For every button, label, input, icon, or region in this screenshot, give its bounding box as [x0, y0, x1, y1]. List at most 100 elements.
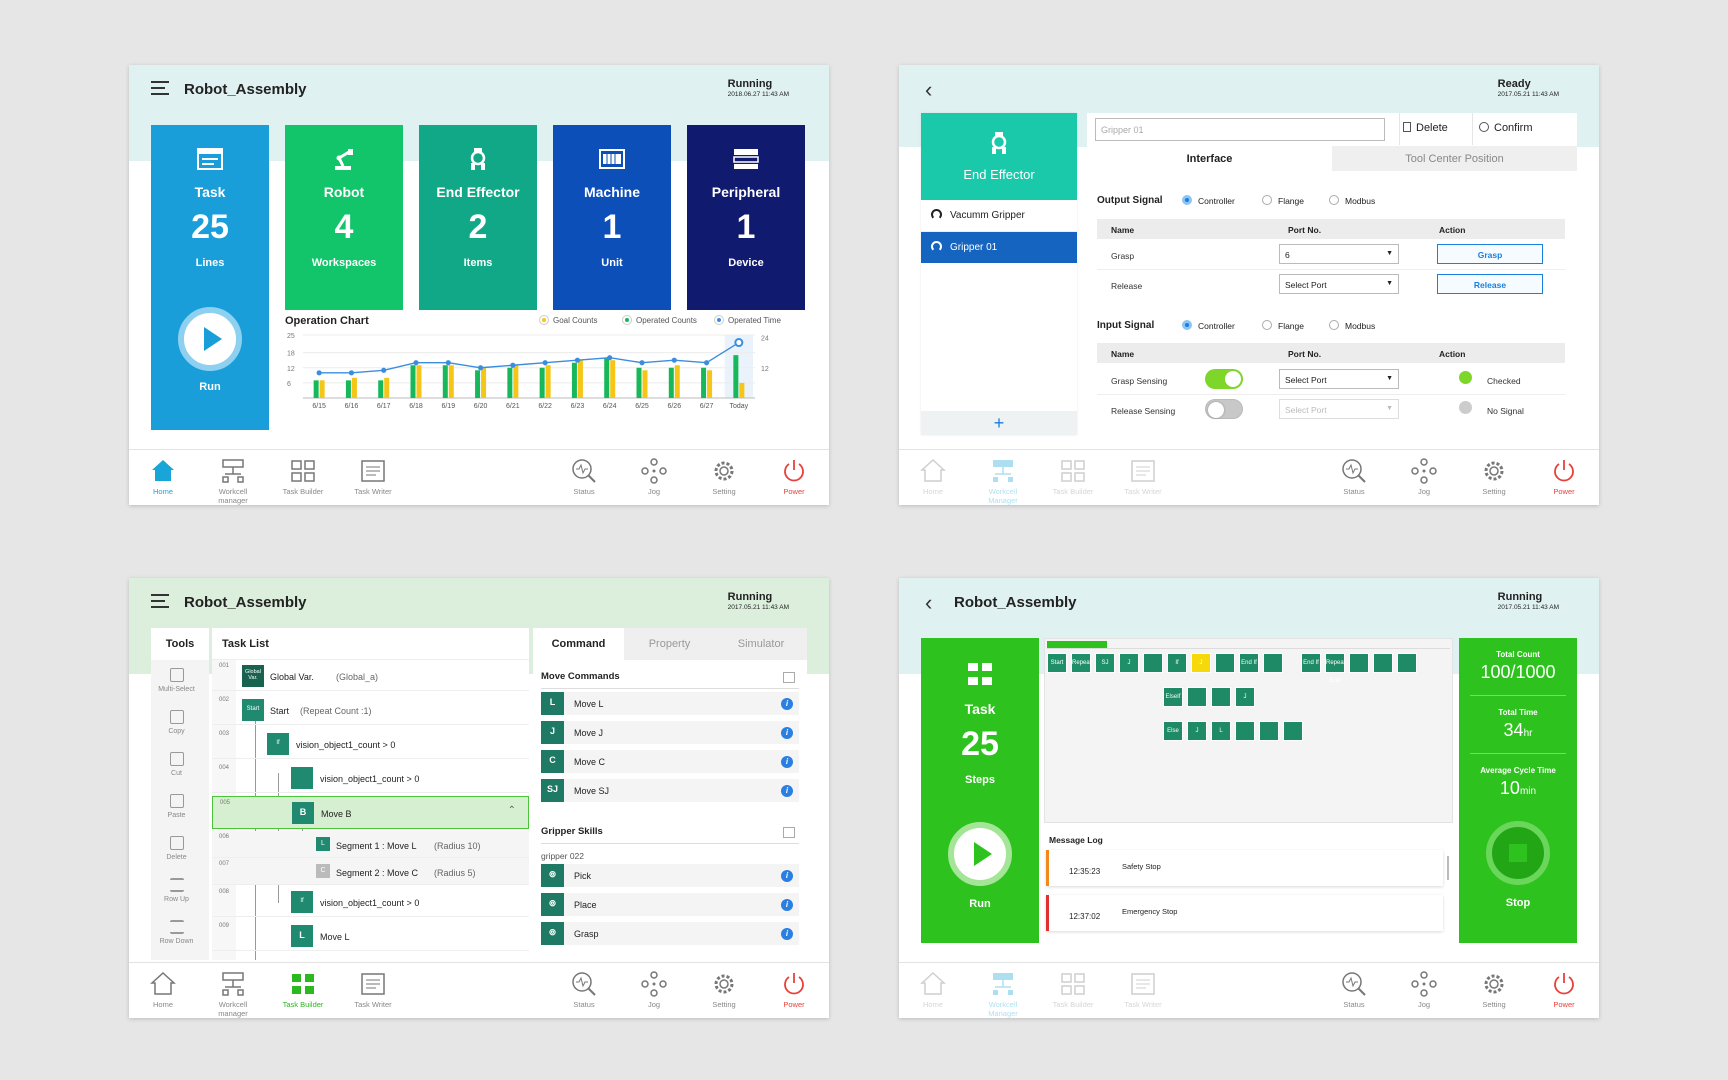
log-entry[interactable]: 12:37:02 Emergency Stop [1046, 895, 1443, 931]
info-icon[interactable]: i [781, 899, 793, 911]
menu-icon[interactable] [151, 594, 169, 610]
tab-command[interactable]: Command [533, 628, 624, 660]
output-radio-controller[interactable]: Controller [1182, 195, 1235, 206]
nav-power[interactable]: Power [764, 458, 824, 496]
nav-task-writer[interactable]: Task Writer [343, 971, 403, 1009]
peripheral-card[interactable]: Peripheral 1 Device [687, 125, 805, 310]
place-skill[interactable]: ⊚ Place i [541, 893, 799, 916]
port-select[interactable]: Select Port [1279, 274, 1399, 294]
tab-simulator[interactable]: Simulator [715, 628, 807, 660]
scrollbar[interactable] [1447, 856, 1449, 880]
tool-row-up[interactable]: Row Up [154, 878, 199, 903]
task-row[interactable]: 008 If vision_object1_count > 0 [212, 886, 529, 917]
delete-button[interactable]: Delete [1403, 122, 1448, 134]
flow-block-sj[interactable]: SJ [1095, 653, 1115, 673]
flow-block-icon[interactable] [1215, 653, 1235, 673]
tab-property[interactable]: Property [624, 628, 715, 660]
nav-task-builder[interactable]: Task Builder [273, 971, 333, 1009]
stop-button[interactable] [1486, 821, 1550, 885]
nav-workcell[interactable]: Workcell manager [203, 458, 263, 505]
task-row[interactable]: 001 Global Var. Global Var. (Global_a) [212, 660, 529, 691]
flow-block-if[interactable]: If [1167, 653, 1187, 673]
task-row[interactable]: 007 C Segment 2 : Move C (Radius 5) [212, 858, 529, 885]
flow-block-elseif[interactable]: ElseIf [1163, 687, 1183, 707]
nav-status[interactable]: Status [1324, 971, 1384, 1009]
flow-block-end-if[interactable]: End If [1301, 653, 1321, 673]
task-row[interactable]: 009 L Move L [212, 920, 529, 951]
flow-block-j[interactable]: J [1187, 721, 1207, 741]
nav-power[interactable]: Power [1534, 458, 1594, 496]
tab-tool-center-position[interactable]: Tool Center Position [1332, 146, 1577, 171]
flow-block-icon[interactable] [1187, 687, 1207, 707]
tool-copy[interactable]: Copy [154, 710, 199, 735]
nav-task-writer[interactable]: Task Writer [343, 458, 403, 496]
input-radio-flange[interactable]: Flange [1262, 320, 1304, 331]
move-sj-command[interactable]: SJ Move SJ i [541, 779, 799, 802]
nav-workcell[interactable]: Workcell manager [203, 971, 263, 1018]
flow-block-j[interactable]: J [1119, 653, 1139, 673]
grid-view-icon[interactable] [783, 827, 795, 838]
release-action-button[interactable]: Release [1437, 274, 1543, 294]
flow-block-icon[interactable] [1349, 653, 1369, 673]
input-radio-modbus[interactable]: Modbus [1329, 320, 1375, 331]
tab-interface[interactable]: Interface [1087, 146, 1332, 171]
task-row[interactable]: 006 L Segment 1 : Move L (Radius 10) [212, 831, 529, 858]
nav-jog[interactable]: Jog [1394, 971, 1454, 1009]
name-input[interactable]: Gripper 01 [1095, 118, 1385, 141]
tool-multi-select[interactable]: Multi-Select [154, 668, 199, 693]
list-item-selected[interactable]: Gripper 01 [921, 232, 1077, 263]
nav-home[interactable]: Home [133, 971, 193, 1009]
flow-block-icon[interactable] [1373, 653, 1393, 673]
flow-block-icon[interactable] [1397, 653, 1417, 673]
flow-block-repeat[interactable]: Repeat [1071, 653, 1091, 673]
flow-block-j[interactable]: J [1191, 653, 1211, 673]
back-icon[interactable]: ‹ [925, 590, 933, 615]
move-c-command[interactable]: C Move C i [541, 750, 799, 773]
nav-setting[interactable]: Setting [1464, 971, 1524, 1009]
flow-block-repeat-end[interactable]: Repeat End [1325, 653, 1345, 684]
run-button[interactable] [178, 307, 242, 371]
grasp-sensing-toggle[interactable] [1205, 369, 1243, 389]
output-radio-modbus[interactable]: Modbus [1329, 195, 1375, 206]
confirm-button[interactable]: Confirm [1479, 122, 1533, 134]
flow-block-icon[interactable] [1283, 721, 1303, 741]
nav-setting[interactable]: Setting [1464, 458, 1524, 496]
flow-block-l[interactable]: L [1211, 721, 1231, 741]
nav-status[interactable]: Status [554, 971, 614, 1009]
port-select[interactable]: 6 [1279, 244, 1399, 264]
flow-block-start[interactable]: Start [1047, 653, 1067, 673]
end-effector-card[interactable]: End Effector 2 Items [419, 125, 537, 310]
release-sensing-toggle[interactable] [1205, 399, 1243, 419]
machine-card[interactable]: Machine 1 Unit [553, 125, 671, 310]
log-entry[interactable]: 12:35:23 Safety Stop [1046, 850, 1443, 886]
pick-skill[interactable]: ⊚ Pick i [541, 864, 799, 887]
nav-jog[interactable]: Jog [624, 458, 684, 496]
add-button[interactable]: + [921, 411, 1077, 435]
task-row[interactable]: 004 vision_object1_count > 0 [212, 762, 529, 793]
task-row[interactable]: 002 Start Start (Repeat Count :1) [212, 694, 529, 725]
grasp-skill[interactable]: ⊚ Grasp i [541, 922, 799, 945]
chevron-up-icon[interactable]: ⌃ [507, 805, 516, 816]
tool-delete[interactable]: Delete [154, 836, 199, 861]
info-icon[interactable]: i [781, 870, 793, 882]
tool-paste[interactable]: Paste [154, 794, 199, 819]
task-card[interactable]: Task 25 Lines Run [151, 125, 269, 430]
nav-status[interactable]: Status [1324, 458, 1384, 496]
nav-status[interactable]: Status [554, 458, 614, 496]
info-icon[interactable]: i [781, 785, 793, 797]
flow-block-icon[interactable] [1235, 721, 1255, 741]
flow-block-end-if[interactable]: End If [1239, 653, 1259, 673]
tool-row-down[interactable]: Row Down [154, 920, 199, 945]
nav-task-builder[interactable]: Task Builder [273, 458, 333, 496]
move-l-command[interactable]: L Move L i [541, 692, 799, 715]
input-radio-controller[interactable]: Controller [1182, 320, 1235, 331]
flow-block-icon[interactable] [1259, 721, 1279, 741]
list-item[interactable]: Vacumm Gripper [921, 200, 1077, 232]
nav-setting[interactable]: Setting [694, 458, 754, 496]
output-radio-flange[interactable]: Flange [1262, 195, 1304, 206]
nav-setting[interactable]: Setting [694, 971, 754, 1009]
flow-block-j[interactable]: J [1235, 687, 1255, 707]
grid-view-icon[interactable] [783, 672, 795, 683]
nav-power[interactable]: Power [1534, 971, 1594, 1009]
nav-home[interactable]: Home [133, 458, 193, 496]
